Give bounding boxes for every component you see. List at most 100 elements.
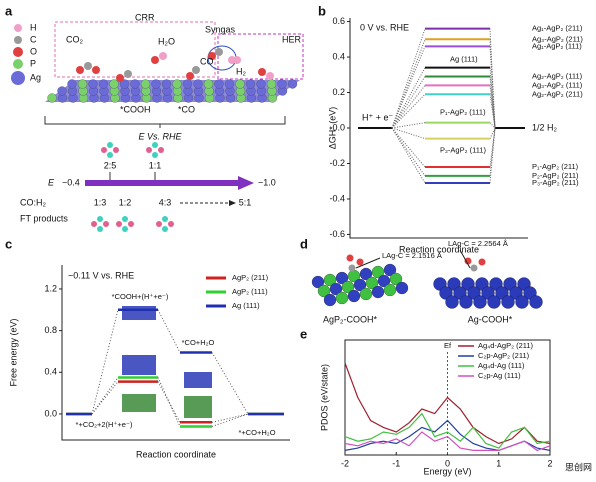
level-label: Ag₂-AgP₂ (211) [532, 89, 583, 98]
connector [157, 309, 181, 353]
label: *CO [178, 104, 195, 114]
bond-pointer [355, 257, 381, 269]
cluster-atom [107, 152, 113, 158]
structure-atom [329, 282, 343, 296]
slab-atom [245, 79, 256, 89]
panel-label: c [5, 236, 12, 251]
panel-label: b [318, 3, 326, 18]
x-tick-label: -1 [392, 458, 400, 468]
connector [391, 85, 496, 129]
structure-atom [377, 274, 391, 288]
slab-atom [88, 79, 98, 89]
y-tick-label: 0.4 [44, 367, 57, 377]
label: 1:1 [149, 160, 162, 170]
label: 1/2 H₂ [532, 122, 558, 132]
bond-pointer [459, 249, 471, 269]
label: 0 V vs. RHE [360, 22, 409, 32]
legend-label: Ag₄d-AgP₂ (211) [478, 341, 534, 350]
molecule-atom [266, 72, 274, 80]
label: H₂O [158, 36, 175, 46]
arrow-head [238, 176, 254, 190]
y-tick-label: 0.8 [44, 325, 57, 335]
slab-atom [193, 79, 203, 89]
axis [349, 18, 528, 239]
label: E Vs. RHE [138, 131, 182, 141]
level-label: Ag₃-AgP₂ (111) [532, 80, 583, 89]
y-tick-label: 0.0 [44, 408, 57, 418]
atom-icon [13, 47, 23, 57]
structure-image [122, 355, 156, 375]
structure-atom [501, 295, 515, 309]
molecule-atom [233, 56, 241, 64]
atom-icon [14, 36, 22, 44]
label: LAg-C = 2.1516 Å [382, 251, 442, 260]
crr-label: CRR [135, 12, 155, 22]
adsorbate-atom [348, 264, 356, 272]
legend-label: AgP₂ (211) [232, 273, 269, 282]
slab-atom [130, 79, 140, 89]
structure-atom [371, 265, 385, 279]
x-tick-label: 0 [445, 458, 450, 468]
connector [391, 122, 496, 129]
molecule-atom [258, 68, 266, 76]
level-label: Ag₁-AgP₂ (111) [532, 41, 582, 50]
molecule-atom [76, 66, 84, 74]
structure-atom [359, 287, 373, 301]
cluster-atom [162, 226, 168, 232]
slab-atom [47, 93, 57, 103]
arrow-head [229, 200, 236, 206]
legend-label: H [30, 22, 37, 32]
legend-label: Ag (111) [232, 301, 260, 310]
structure-image [184, 396, 212, 418]
legend-label: C₂p-Ag (111) [478, 371, 521, 380]
label: H⁺ + e⁻ [362, 112, 394, 122]
molecule-atom [215, 48, 223, 56]
slab-atom [77, 79, 88, 89]
syngas-label: Syngas [205, 24, 236, 34]
legend-label: C₂p-AgP₂ (211) [478, 351, 530, 360]
label: FT products [20, 213, 68, 223]
slab-atom [161, 79, 172, 89]
slab-atom [119, 79, 130, 89]
cluster-atom [116, 221, 122, 227]
structure-atom [323, 273, 337, 287]
label: Ag-COOH* [468, 314, 513, 324]
y-tick-label: 1.2 [44, 283, 57, 293]
her-label: HER [282, 34, 302, 44]
structure-atom [473, 295, 487, 309]
y-tick-label: 0.6 [332, 16, 345, 26]
slab-atom [67, 79, 77, 89]
level-label: Ag₃-AgP₂ (211) [532, 34, 583, 43]
cluster-atom [97, 216, 103, 222]
cluster-atom [152, 142, 158, 148]
label: 1:2 [119, 197, 132, 207]
y-tick-label: -0.6 [329, 229, 345, 239]
level-label: Ag₁-AgP₂ (211) [532, 24, 583, 33]
connector [211, 413, 249, 423]
cluster-atom [101, 147, 107, 153]
pdos-line [344, 412, 551, 449]
legend-label: AgP₂ (111) [232, 287, 268, 296]
x-axis-label: Reaction coordinate [136, 449, 216, 459]
y-axis-label: Free energy (eV) [8, 318, 18, 386]
connector [211, 413, 249, 427]
structure-atom [445, 295, 459, 309]
structure-atom [311, 275, 325, 289]
cluster-atom [122, 226, 128, 232]
molecule-atom [116, 74, 124, 82]
label: −1.0 [258, 177, 276, 187]
label: −0.11 V vs. RHE [68, 270, 134, 280]
label: *COOH [120, 104, 151, 114]
cluster-atom [113, 147, 119, 153]
structure-atom [383, 263, 397, 277]
level-label: P₁-AgP₂ (211) [532, 162, 579, 171]
structure-atom [323, 293, 337, 307]
label: 1:3 [94, 197, 107, 207]
her-box [217, 33, 304, 80]
slab-atom [203, 79, 214, 89]
connector [391, 127, 496, 140]
y-tick-label: 0.0 [332, 122, 345, 132]
legend-label: C [30, 34, 37, 44]
label: H₂ [236, 66, 246, 76]
